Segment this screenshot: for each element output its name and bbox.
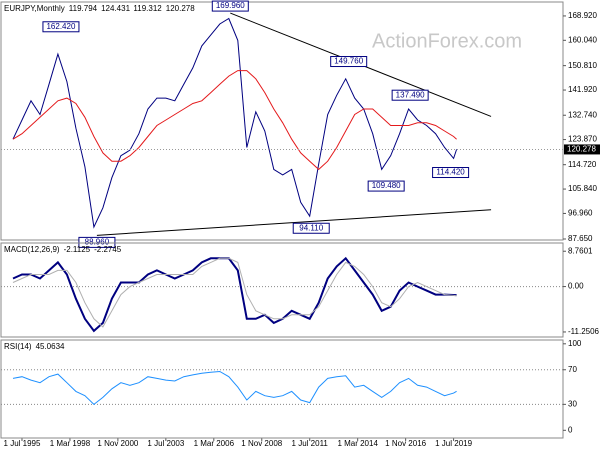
indicator-value: 45.0634 <box>36 342 65 351</box>
y-tick-label: 0 <box>568 425 573 434</box>
annotation-box <box>78 236 116 248</box>
y-tick-label: 96.960 <box>568 209 593 218</box>
x-tick-label: 1 Jul 2019 <box>435 439 472 448</box>
y-tick-label: 150.810 <box>568 61 597 70</box>
annotation-label: 94.110 <box>299 223 323 232</box>
series-line <box>12 70 457 171</box>
x-tick-label: 1 Nov 2016 <box>385 439 426 448</box>
panel-header: RSI(14) 45.0634 <box>4 342 65 351</box>
x-tick-label: 1 Jul 1995 <box>4 439 41 448</box>
x-tick-label: 1 Jul 2011 <box>292 439 329 448</box>
y-tick-label: 105.840 <box>568 184 597 193</box>
x-tick-label: 1 Nov 2000 <box>97 439 138 448</box>
ohlc-value: 124.431 <box>101 4 130 13</box>
ohlc-value: 120.278 <box>166 4 195 13</box>
annotation-box <box>367 180 405 192</box>
y-tick-label: 123.870 <box>568 135 597 144</box>
indicator-value: -2.1125 <box>64 245 91 254</box>
panel-frame <box>0 1 564 241</box>
y-tick-label: 100 <box>568 339 582 348</box>
x-tick-label: 1 Mar 1998 <box>50 439 91 448</box>
panel-title: MACD(12,26,9) <box>4 245 60 254</box>
last-price-label: 120.278 <box>567 145 596 154</box>
trendline <box>96 209 492 236</box>
annotation-box <box>42 21 80 33</box>
annotation-label: 109.480 <box>372 181 401 190</box>
annotation-label: 88.960 <box>85 237 110 246</box>
y-tick-label: 168.920 <box>568 11 597 20</box>
annotation-box <box>432 167 470 179</box>
annotation-label: 137.490 <box>396 90 425 99</box>
panel-title: RSI(14) <box>4 342 32 351</box>
annotation-label: 169.960 <box>216 1 245 10</box>
ohlc-value: 119.794 <box>69 4 98 13</box>
y-tick-label: 8.7601 <box>568 246 593 255</box>
indicator-value: -2.2745 <box>94 245 122 254</box>
ohlc-value: 119.312 <box>133 4 162 13</box>
series-line <box>12 256 457 333</box>
series-line <box>12 370 457 406</box>
series-line <box>12 257 457 328</box>
panel-frame <box>0 242 564 338</box>
y-tick-label: 132.740 <box>568 110 597 119</box>
watermark: ActionForex.com <box>372 30 522 52</box>
panel-header: MACD(12,26,9) -2.1125 -2.2745 <box>4 245 122 254</box>
panel-title: EURJPY,Monthly <box>4 4 65 13</box>
y-tick-label: 160.040 <box>568 35 597 44</box>
y-tick-label: 114.720 <box>568 160 597 169</box>
annotation-box <box>330 56 368 68</box>
x-tick-label: 1 Jul 2003 <box>147 439 184 448</box>
annotation-box <box>391 89 429 101</box>
x-tick-label: 1 Nov 2008 <box>241 439 282 448</box>
y-tick-label: 141.920 <box>568 85 597 94</box>
annotation-label: 149.760 <box>334 57 363 66</box>
x-tick-label: 1 Mar 2014 <box>337 439 378 448</box>
y-tick-label: 0.00 <box>568 282 584 291</box>
last-price-box <box>564 144 600 155</box>
series-line <box>12 17 458 229</box>
y-tick-label: 87.650 <box>568 234 593 243</box>
panel-header: EURJPY,Monthly 119.794 124.431 119.312 120.2… <box>4 4 195 13</box>
annotation-box <box>292 222 330 234</box>
y-tick-label: -11.2506 <box>568 327 600 336</box>
x-tick-label: 1 Mar 2006 <box>194 439 235 448</box>
annotation-label: 114.420 <box>436 168 465 177</box>
panel-frame <box>0 339 564 439</box>
annotation-box <box>211 0 249 12</box>
y-tick-label: 70 <box>568 365 577 374</box>
annotation-label: 162.420 <box>46 22 75 31</box>
y-tick-label: 30 <box>568 399 577 408</box>
